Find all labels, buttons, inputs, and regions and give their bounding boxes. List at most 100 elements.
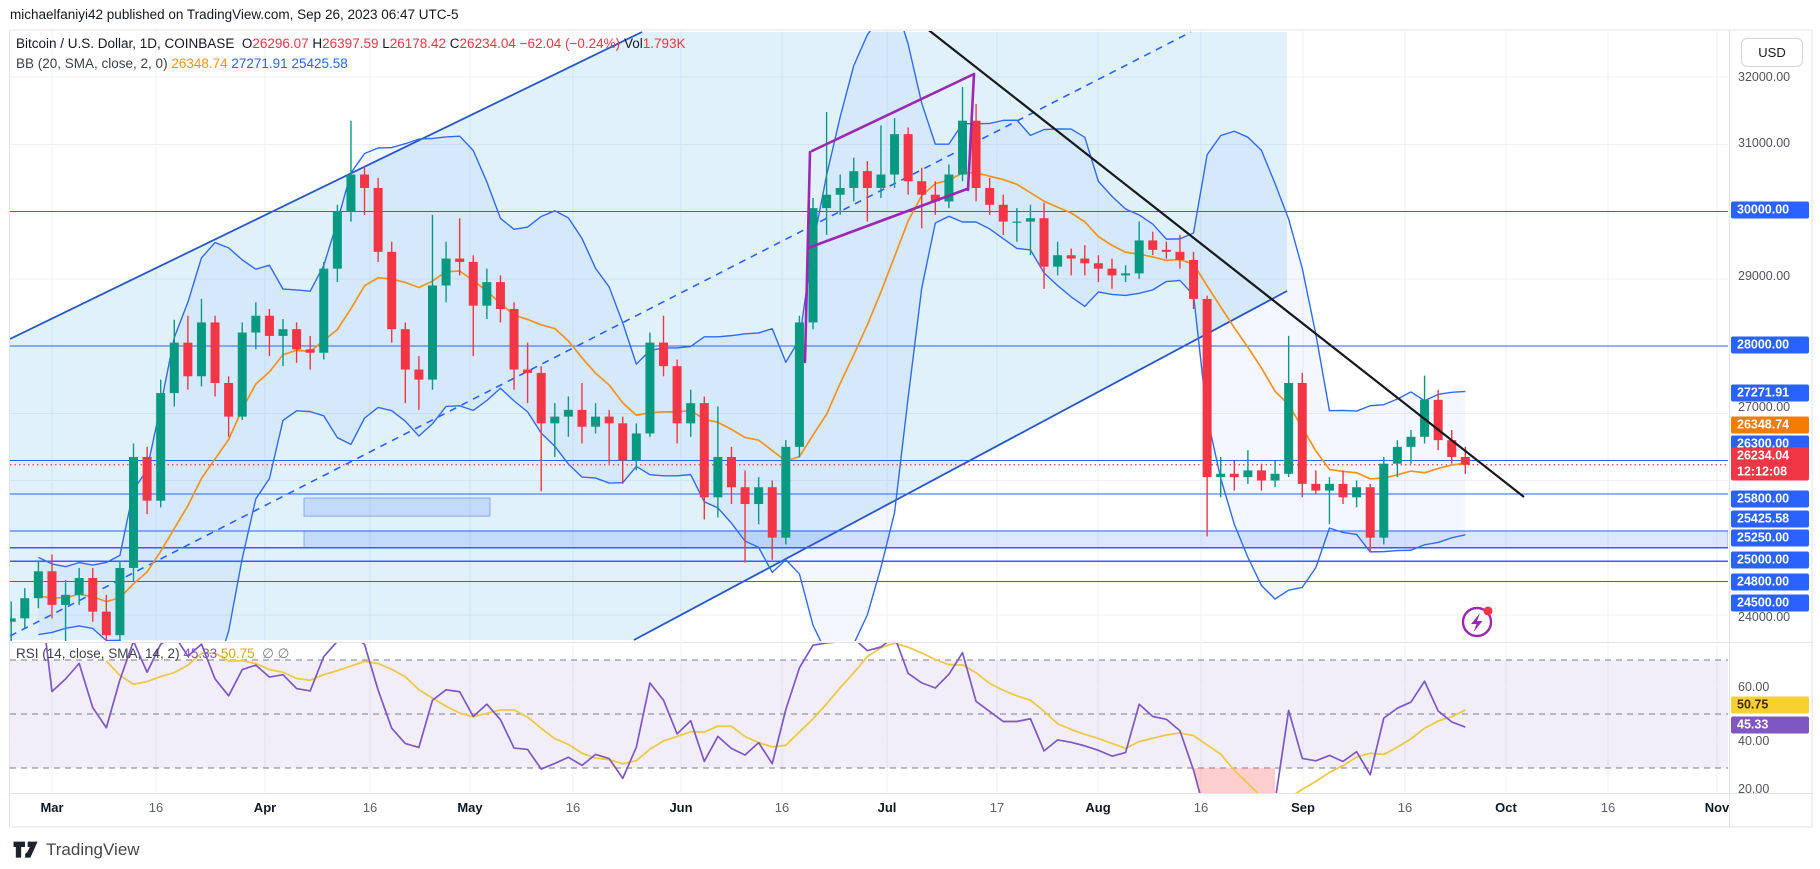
candle-body [1297,382,1307,484]
axis-time-label: Jul [877,800,897,815]
axis-time-label: Apr [253,800,277,815]
candle-body [509,309,519,370]
price-axis[interactable]: USD 32000.00 31000.00 30000.00 29000.00 2800… [1730,30,1818,827]
legend-part: BB (20, SMA, close, 2, 0) [16,56,172,71]
axis-time-label: Aug [1085,800,1111,815]
candle-body [604,416,614,424]
candle-body [1066,255,1076,259]
price-line-label: 24500.00 [1731,594,1809,612]
price-line-label: 28000.00 [1731,336,1809,354]
legend-part: O [241,36,253,51]
price-line-label: 30000.00 [1731,201,1809,219]
legend-part: 26234.04 [459,36,516,51]
candle-body [373,187,383,252]
candle-body [33,571,43,599]
candle-body [1107,268,1117,276]
price-line-label: 25425.58 [1731,510,1809,528]
candle-body [1311,483,1321,491]
candle-body [794,322,804,447]
candle-body [1189,259,1199,299]
axis-time-label: Mar [40,800,64,815]
axis-price-label: 20.00 [1738,782,1770,796]
candle-body [210,322,220,383]
last-price-label: 26234.04 12:12:08 [1731,447,1809,481]
axis-time-label: 16 [565,800,581,815]
time-axis[interactable]: Mar 16 Apr 16 May 16 Jun 16 Jul 17 Aug 16 Sep 16 Oct 16… [10,793,1729,827]
price-line-label: 25000.00 [1731,551,1809,569]
candle-body [917,181,927,195]
rsi-pane [10,643,1728,793]
legend-part: ∅ ∅ [254,646,290,661]
candle-body [563,409,573,417]
attribution-text: michaelfaniyi42 published on TradingView… [10,7,459,22]
candle-body [387,251,397,330]
rsi-oversold-fill [1193,768,1276,793]
candle-body [1080,258,1090,264]
candle-body [930,194,940,202]
bb-fill [38,31,1466,641]
candle-body [482,282,492,306]
candle-body [305,349,315,353]
candle-body [20,598,30,619]
candle-body [1447,440,1457,457]
candle-body [1433,399,1443,441]
bb-indicator-legend[interactable]: BB (20, SMA, close, 2, 0) 26348.74 27271… [16,56,348,71]
candle-body [1406,436,1416,447]
candle-body [427,285,437,380]
price-zone-rect [303,530,1728,549]
candle-body [1392,446,1402,464]
candle-body [1012,221,1022,223]
candle-body [591,416,601,427]
lightning-bolt-icon [1471,613,1483,632]
candle-body [631,433,641,461]
candle-body [550,416,560,424]
candle-body [101,611,111,636]
candle-body [414,369,424,380]
countdown-timer: 12:12:08 [1737,464,1788,479]
legend-part: 26178.42 [389,36,447,51]
flash-icon[interactable] [1461,606,1493,638]
candle-body [767,487,777,538]
axis-price-label: 32000.00 [1738,70,1791,84]
candle-body [536,372,546,424]
candle-body [1365,487,1375,538]
price-line-label: 25800.00 [1731,490,1809,508]
axis-time-label: 16 [1193,800,1209,815]
candle-body [822,194,832,209]
channel-upper-line [10,31,643,340]
rsi-ma-line [105,643,1466,793]
candle-body [1229,473,1239,478]
candle-body [1352,487,1362,498]
price-line-label: 25250.00 [1731,529,1809,547]
tradingview-logo-icon [13,841,38,858]
candle-body [958,120,967,175]
currency-toggle-button[interactable]: USD [1741,38,1803,67]
candle-body [890,134,900,175]
legend-part: 25425.58 [287,56,348,71]
candle-body [1053,255,1063,267]
candle-body [699,403,709,498]
candle-body [672,366,682,424]
legend-part: 50.75 [217,646,255,661]
axis-time-label: Nov [1704,800,1730,815]
bb-basis-line [38,171,1466,603]
rsi-indicator-legend[interactable]: RSI (14, close, SMA, 14, 2) 45.33 50.75 … [16,646,289,662]
candle-body [740,487,750,505]
flag-channel-line [810,72,976,153]
main-pane [10,31,1728,641]
flag-channel-line [966,72,976,192]
axis-time-label: 16 [148,800,164,815]
axis-time-label: Jun [669,800,693,815]
candle-body [1121,273,1131,276]
candle-body [944,174,954,202]
candle-body [971,120,981,188]
symbol-legend[interactable]: Bitcoin / U.S. Dollar, 1D, COINBASE O262… [16,36,686,51]
candle-body [645,342,655,434]
candle-body [781,446,791,538]
candle-body [998,204,1008,222]
candle-body [835,187,845,195]
candle-body [346,174,356,212]
axis-price-label: 29000.00 [1738,269,1791,283]
